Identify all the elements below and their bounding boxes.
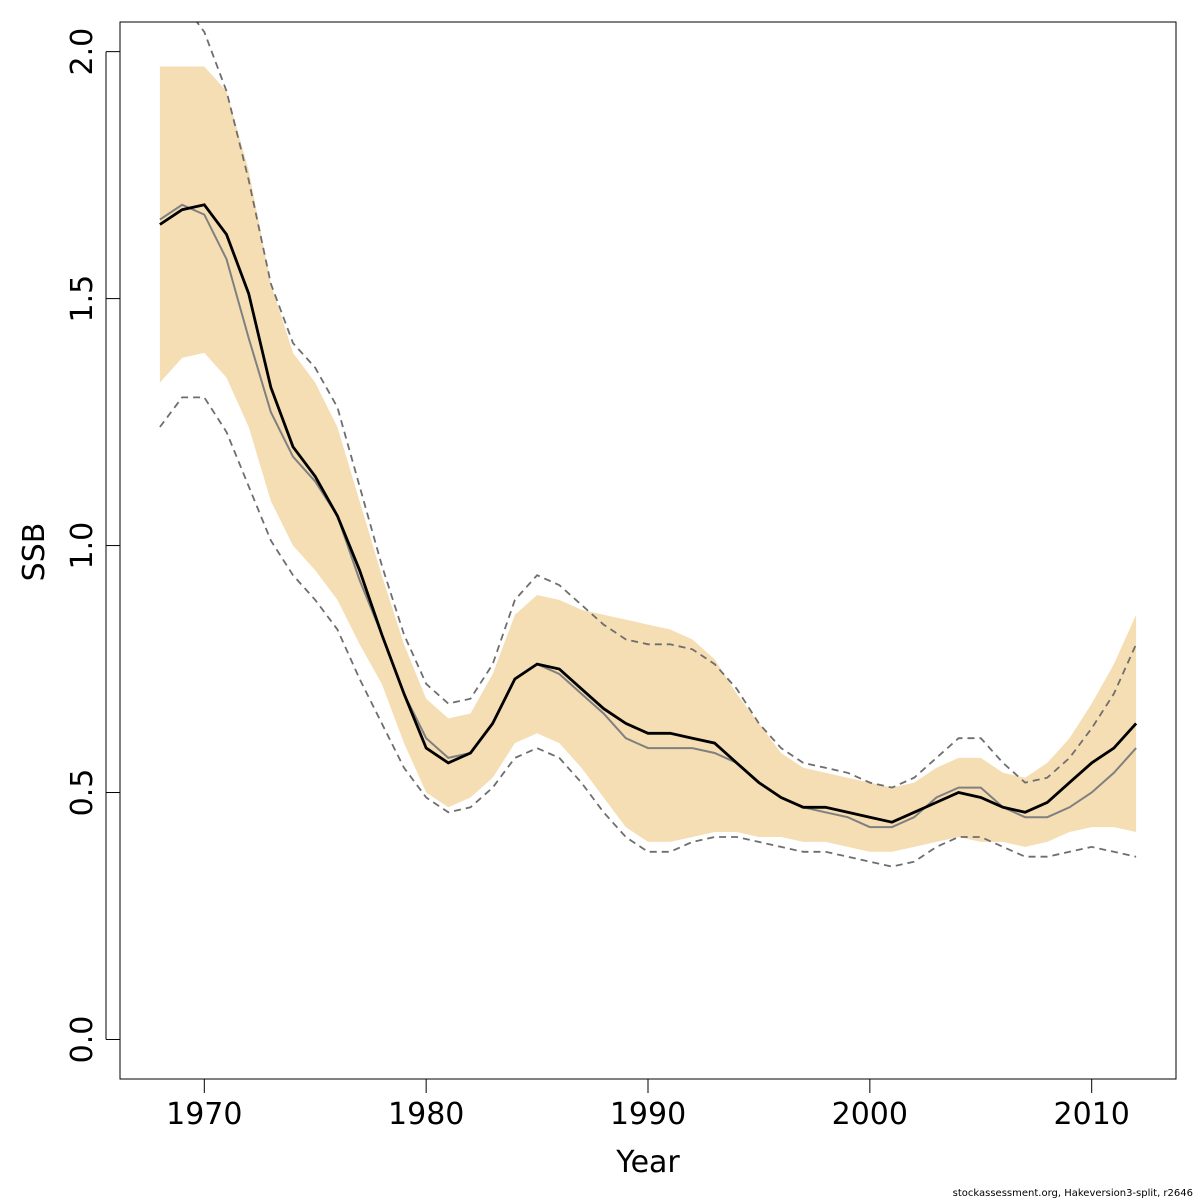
y-tick-label: 1.5 [65, 275, 100, 323]
x-tick-label: 2010 [1054, 1097, 1130, 1132]
y-tick-label: 0.5 [65, 769, 100, 817]
lower-dashed-line [159, 396, 1137, 868]
comparison-line [159, 203, 1137, 829]
confidence-band [159, 66, 1137, 852]
x-tick-label: 1980 [388, 1097, 464, 1132]
y-axis-title: SSB [17, 523, 52, 582]
y-tick-label: 0.0 [65, 1016, 100, 1064]
upper-dashed-line [195, 22, 1137, 789]
estimate-line [159, 203, 1138, 824]
x-tick-label: 1990 [610, 1097, 686, 1132]
plot-marks [159, 22, 1138, 868]
x-tick-label: 1970 [166, 1097, 242, 1132]
x-axis: 1970 1980 1990 2000 2010 [166, 1078, 1130, 1132]
y-tick-label: 1.0 [65, 522, 100, 570]
x-axis-title: Year [615, 1145, 680, 1180]
x-tick-label: 2000 [832, 1097, 908, 1132]
y-axis: 0.0 0.5 1.0 1.5 2.0 [65, 28, 120, 1064]
footer-credit: stockassessment.org, Hakeversion3-split,… [953, 1188, 1193, 1199]
y-tick-label: 2.0 [65, 28, 100, 76]
plot-frame [119, 21, 1177, 1080]
